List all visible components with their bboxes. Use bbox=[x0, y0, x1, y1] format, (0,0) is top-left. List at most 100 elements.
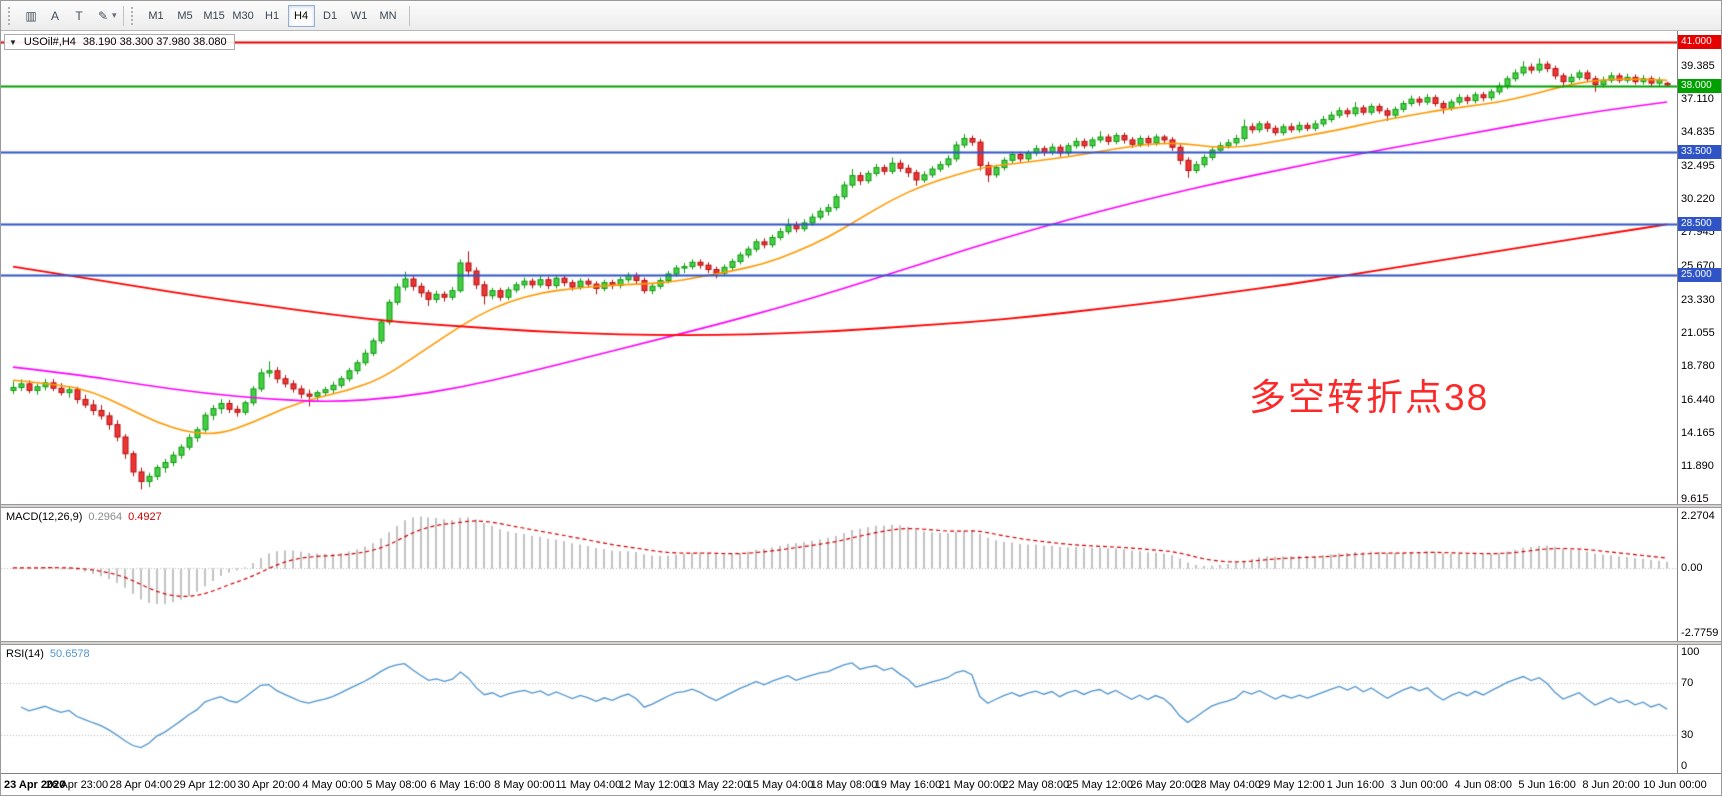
macd-axis-label: -2.7759 bbox=[1681, 627, 1719, 639]
rsi-pane: RSI(14) 50.6578 100 70 30 0 bbox=[1, 645, 1721, 773]
chart-dropdown-caret[interactable]: ▼ bbox=[9, 37, 17, 47]
time-axis-label: 25 May 12:00 bbox=[1066, 779, 1134, 791]
toolbar-separator bbox=[408, 5, 410, 26]
macd-axis-label: 2.2704 bbox=[1681, 510, 1715, 522]
time-axis-label: 8 May 00:00 bbox=[494, 779, 555, 791]
price-axis-label: 21.055 bbox=[1681, 326, 1715, 339]
annotation-a-icon[interactable]: A bbox=[50, 8, 59, 23]
time-axis-label: 4 Jun 08:00 bbox=[1454, 779, 1512, 791]
price-tag-41.000: 41.000 bbox=[1678, 35, 1721, 50]
time-axis-label: 26 May 20:00 bbox=[1130, 779, 1197, 791]
rsi-canvas[interactable] bbox=[1, 645, 1678, 773]
macd-name: MACD(12,26,9) bbox=[6, 511, 83, 523]
symbol-title: USOil#,H4 bbox=[23, 36, 76, 48]
toolbar-grip[interactable] bbox=[8, 6, 14, 25]
timeframe-button-m15[interactable]: M15 bbox=[203, 9, 225, 22]
time-axis-label: 1 Jun 16:00 bbox=[1326, 779, 1385, 791]
rsi-axis-label: 30 bbox=[1681, 728, 1694, 741]
price-axis-label: 18.780 bbox=[1681, 359, 1715, 372]
time-axis-label: 22 May 08:00 bbox=[1002, 779, 1070, 791]
pane-divider[interactable] bbox=[1, 504, 1721, 508]
main-chart-canvas[interactable] bbox=[1, 31, 1678, 504]
price-axis-label: 11.890 bbox=[1681, 460, 1714, 473]
time-axis-label: 18 May 08:00 bbox=[810, 779, 878, 791]
time-axis-label: 5 Jun 16:00 bbox=[1518, 779, 1576, 791]
rsi-axis-label: 100 bbox=[1681, 646, 1700, 658]
price-axis-label: 23.330 bbox=[1681, 293, 1715, 306]
time-axis-label: 26 Apr 23:00 bbox=[45, 779, 109, 791]
rsi-label: RSI(14) 50.6578 bbox=[6, 648, 90, 660]
price-tag-25.000: 25.000 bbox=[1678, 268, 1721, 283]
text-tool-icon[interactable]: T bbox=[75, 8, 83, 23]
macd-pane: MACD(12,26,9) 0.2964 0.4927 2.2704 0.00 -2… bbox=[1, 508, 1721, 641]
chart-annotation-text: 多空转折点38 bbox=[1249, 377, 1490, 418]
price-axis[interactable]: 41.12039.38537.11034.83532.49530.22027.9… bbox=[1677, 31, 1721, 506]
toolbar-separator bbox=[122, 5, 124, 26]
timeframe-button-h4[interactable]: H4 bbox=[287, 4, 315, 27]
price-axis-label: 14.165 bbox=[1681, 427, 1715, 440]
timeframe-button-mn[interactable]: MN bbox=[379, 9, 397, 22]
time-axis-label: 28 Apr 04:00 bbox=[109, 779, 173, 791]
timeframe-button-m1[interactable]: M1 bbox=[148, 9, 164, 22]
time-axis-label: 23 Apr 2020 bbox=[4, 779, 66, 791]
time-axis-label: 21 May 00:00 bbox=[938, 779, 1006, 791]
timeframe-toolbar: M1 M5 M15 M30 H1 H4 D1 W1 MN bbox=[142, 4, 403, 27]
timeframe-button-m30[interactable]: M30 bbox=[232, 9, 254, 22]
macd-plot: MACD(12,26,9) 0.2964 0.4927 bbox=[1, 508, 1678, 641]
time-axis-label: 5 May 08:00 bbox=[366, 779, 427, 791]
timeframe-button-h1[interactable]: H1 bbox=[265, 9, 280, 22]
price-axis-label: 30.220 bbox=[1681, 193, 1715, 206]
price-axis-label: 32.495 bbox=[1681, 160, 1715, 173]
price-axis-label: 37.110 bbox=[1681, 93, 1714, 105]
price-tag-38.000: 38.000 bbox=[1678, 79, 1721, 94]
timeframe-button-d1[interactable]: D1 bbox=[323, 9, 338, 22]
macd-signal-value: 0.4927 bbox=[128, 511, 162, 523]
time-axis-label: 29 Apr 12:00 bbox=[173, 779, 236, 791]
macd-main-value: 0.2964 bbox=[88, 511, 123, 523]
time-axis-label: 28 May 04:00 bbox=[1194, 779, 1261, 791]
price-axis-label: 16.440 bbox=[1681, 394, 1715, 407]
toolbar-tools: ▥ A T ✎ bbox=[19, 4, 115, 28]
time-axis-label: 8 Jun 20:00 bbox=[1582, 779, 1640, 791]
time-axis[interactable]: 23 Apr 2020 26 Apr 23:00 28 Apr 04:00 29 Ap… bbox=[1, 773, 1721, 795]
symbol-info-box[interactable]: ▼ USOil#,H4 38.190 38.300 37.980 38.080 bbox=[4, 34, 235, 50]
price-axis-label: 39.385 bbox=[1681, 59, 1715, 72]
price-tag-33.500: 33.500 bbox=[1678, 144, 1721, 159]
time-axis-label: 13 May 22:00 bbox=[682, 779, 750, 791]
time-axis-label: 30 Apr 20:00 bbox=[237, 779, 300, 791]
rsi-value: 50.6578 bbox=[49, 648, 90, 660]
price-axis-label: 9.615 bbox=[1681, 493, 1709, 506]
timeframe-button-m5[interactable]: M5 bbox=[177, 9, 193, 22]
main-plot: ▼ USOil#,H4 38.190 38.300 37.980 38.080 … bbox=[1, 31, 1678, 504]
macd-canvas[interactable] bbox=[1, 508, 1678, 641]
macd-axis-label: 0.00 bbox=[1681, 561, 1703, 574]
ohlc-values: 38.190 38.300 37.980 38.080 bbox=[82, 36, 227, 48]
pane-divider[interactable] bbox=[1, 641, 1721, 645]
time-axis-label: 12 May 12:00 bbox=[618, 779, 686, 791]
time-axis-label: 15 May 04:00 bbox=[746, 779, 814, 791]
toolbar-grip[interactable] bbox=[130, 6, 137, 25]
rsi-axis-label: 0 bbox=[1681, 760, 1688, 772]
time-axis-label: 10 Jun 00:00 bbox=[1643, 779, 1707, 791]
time-axis-label: 6 May 16:00 bbox=[430, 779, 491, 791]
rsi-axis-label: 70 bbox=[1681, 677, 1694, 690]
macd-label: MACD(12,26,9) 0.2964 0.4927 bbox=[6, 511, 162, 523]
price-axis-label: 34.835 bbox=[1681, 126, 1715, 139]
timeframe-button-w1[interactable]: W1 bbox=[350, 9, 368, 22]
main-chart-pane: ▼ USOil#,H4 38.190 38.300 37.980 38.080 … bbox=[1, 31, 1721, 506]
rsi-plot: RSI(14) 50.6578 bbox=[1, 645, 1678, 773]
time-axis-label: 19 May 16:00 bbox=[874, 779, 942, 791]
rsi-name: RSI(14) bbox=[6, 648, 44, 660]
rsi-axis[interactable]: 100 70 30 0 bbox=[1677, 645, 1721, 773]
macd-axis[interactable]: 2.2704 0.00 -2.7759 bbox=[1677, 508, 1721, 641]
tool-dropdown-caret[interactable]: ▾ bbox=[112, 10, 117, 20]
time-axis-label: 29 May 12:00 bbox=[1258, 779, 1325, 791]
time-axis-label: 3 Jun 00:00 bbox=[1390, 779, 1449, 791]
price-tag-28.500: 28.500 bbox=[1678, 217, 1721, 232]
chart-window-icon[interactable]: ▥ bbox=[25, 8, 37, 23]
time-axis-label: 4 May 00:00 bbox=[302, 779, 363, 791]
draw-tool-icon[interactable]: ✎ bbox=[97, 8, 109, 23]
toolbar: ▥ A T ✎ ▾ M1 M5 M15 M30 H1 H4 D1 W1 MN bbox=[1, 1, 1721, 31]
time-axis-label: 11 May 04:00 bbox=[555, 779, 622, 791]
